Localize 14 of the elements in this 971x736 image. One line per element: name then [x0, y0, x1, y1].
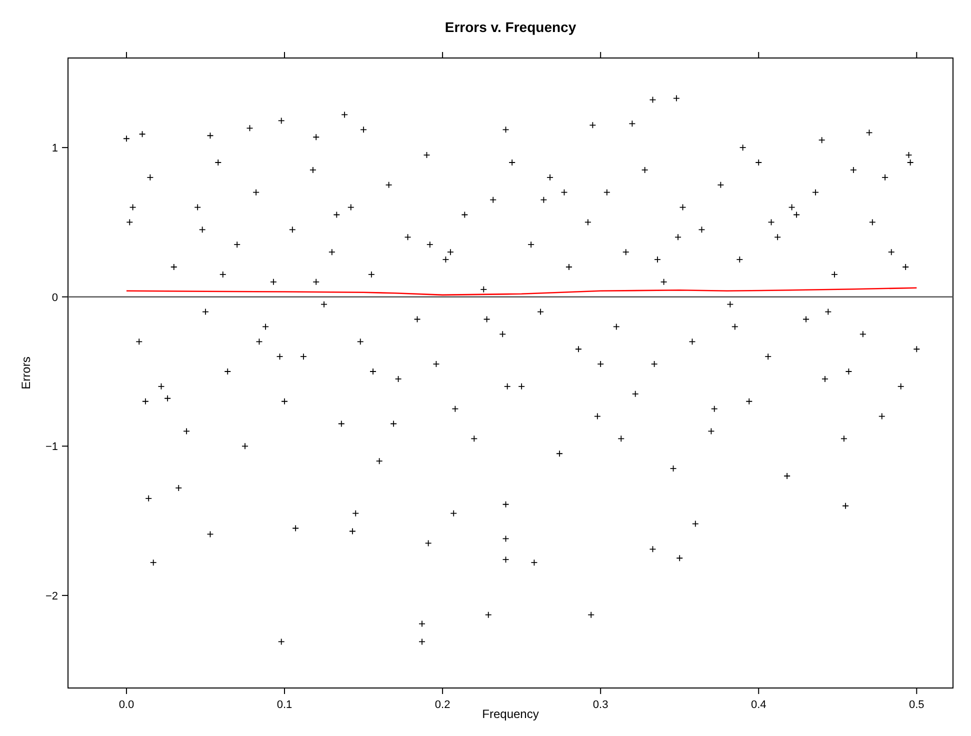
x-tick-label: 0.0 — [118, 699, 134, 711]
chart-title: Errors v. Frequency — [444, 19, 576, 35]
x-tick-label: 0.4 — [750, 699, 766, 711]
y-tick-label: −2 — [45, 590, 58, 602]
x-tick-label: 0.2 — [434, 699, 450, 711]
y-tick-label: 0 — [52, 292, 58, 304]
x-axis-title: Frequency — [482, 707, 539, 721]
y-axis-title: Errors — [19, 356, 33, 390]
x-tick-label: 0.3 — [592, 699, 608, 711]
x-tick-label: 0.5 — [909, 699, 924, 711]
line-series — [126, 287, 918, 296]
y-tick-label: 1 — [52, 142, 58, 155]
y-tick-label: −1 — [45, 441, 58, 454]
x-tick-label: 0.1 — [276, 699, 292, 711]
